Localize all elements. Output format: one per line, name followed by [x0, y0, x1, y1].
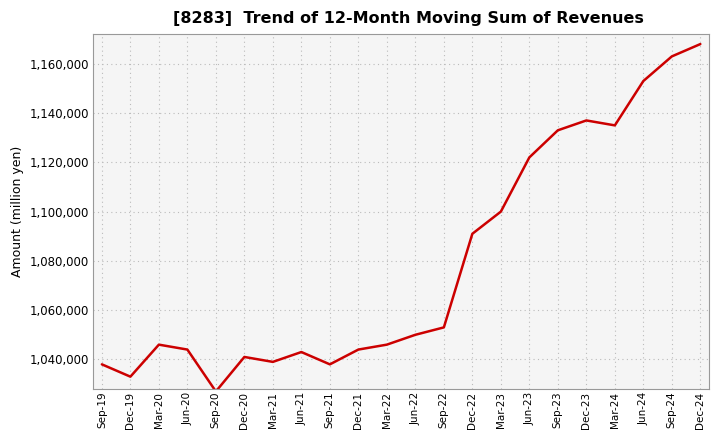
Y-axis label: Amount (million yen): Amount (million yen) — [11, 146, 24, 277]
Text: [8283]  Trend of 12-Month Moving Sum of Revenues: [8283] Trend of 12-Month Moving Sum of R… — [174, 11, 644, 26]
